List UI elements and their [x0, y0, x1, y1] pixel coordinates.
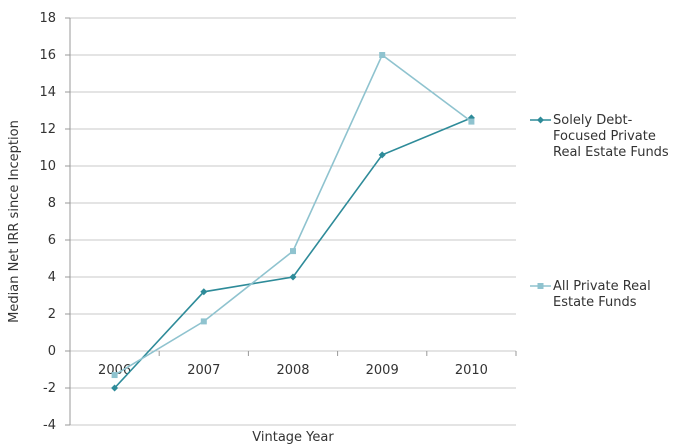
- y-tick-label: -4: [43, 418, 56, 433]
- data-point: [378, 151, 386, 159]
- y-tick-label: 10: [39, 159, 56, 174]
- data-point: [111, 372, 118, 379]
- legend: Solely Debt-Focused Private Real Estate F…: [530, 113, 669, 310]
- x-tick-label-2009: 2009: [366, 363, 399, 378]
- legend-marker: [537, 116, 544, 124]
- y-tick-label: 6: [48, 233, 56, 248]
- legend-item-2: All Private Real Estate Funds: [530, 279, 651, 310]
- y-tick-label: 0: [48, 344, 56, 359]
- y-tick-label: -2: [43, 381, 56, 396]
- data-point: [111, 384, 119, 392]
- y-tick-label: 2: [48, 307, 56, 322]
- y-tick-label: 16: [39, 48, 56, 63]
- y-tick-label: 12: [39, 122, 56, 137]
- data-point: [379, 52, 386, 58]
- data-point: [289, 273, 297, 281]
- legend-label: Solely Debt-Focused Private Real Estate F…: [553, 113, 669, 160]
- x-tick-label-2008: 2008: [276, 363, 309, 378]
- x-tick-label-2010: 2010: [455, 363, 488, 378]
- legend-label: All Private Real Estate Funds: [553, 279, 651, 310]
- legend-item-1: Solely Debt-Focused Private Real Estate F…: [530, 113, 669, 160]
- y-tick-label: 18: [39, 11, 56, 26]
- x-tick-label-2007: 2007: [187, 363, 220, 378]
- data-point: [200, 288, 208, 296]
- y-tick-label: 4: [48, 270, 56, 285]
- x-tick-labels: 2006 2007 2008 2009 2010: [98, 363, 488, 378]
- x-axis-title: Vintage Year: [252, 430, 334, 444]
- data-point: [200, 318, 207, 325]
- series-line-2: [114, 53, 472, 376]
- y-axis-title: Median Net IRR since Inception: [7, 120, 22, 323]
- legend-marker: [537, 283, 544, 289]
- y-tick-labels: -4 -2 0 2 4 6 8 10 12 14 16 18: [39, 11, 56, 433]
- y-tick-label: 8: [48, 196, 56, 211]
- data-point: [290, 248, 296, 255]
- x-tick-label-2006: 2006: [98, 363, 131, 378]
- data-point: [468, 118, 475, 125]
- y-tick-label: 14: [39, 85, 56, 100]
- series-layer: [111, 52, 475, 392]
